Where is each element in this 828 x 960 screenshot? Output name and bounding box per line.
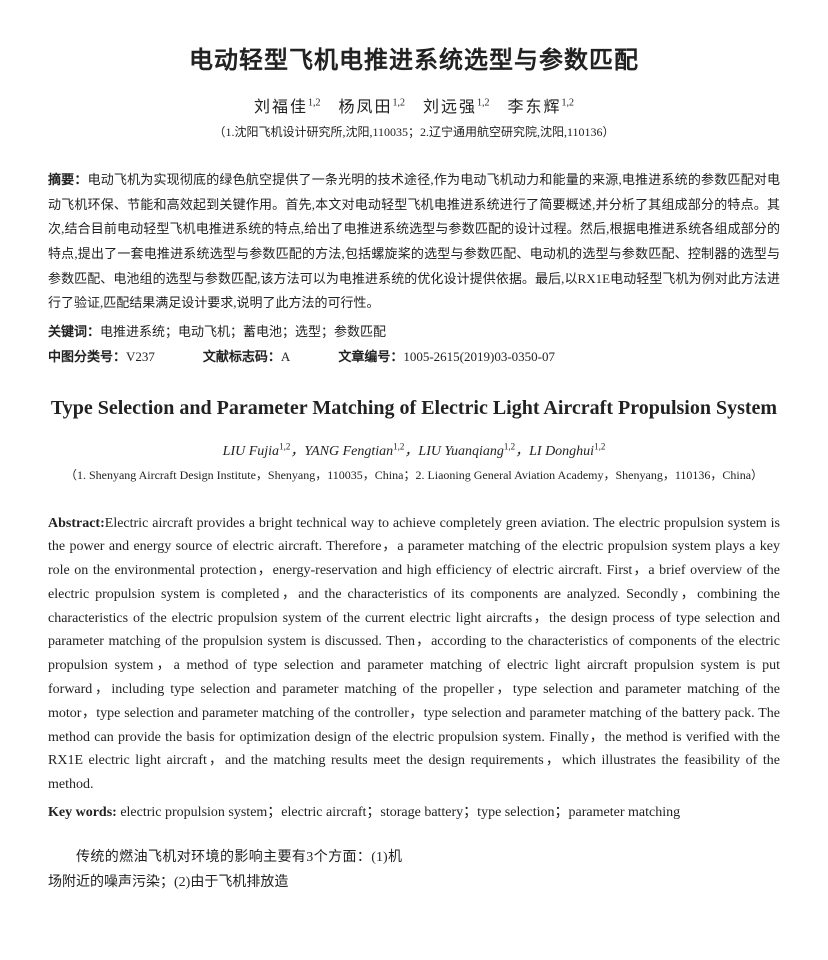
keywords-en-label: Key words: (48, 805, 117, 820)
author-cn: 杨凤田1,2 (338, 99, 405, 116)
author-en: LIU Yuanqiang1,2 (418, 444, 515, 459)
doc-code: 文献标志码：A (203, 345, 290, 370)
author-cn: 李东辉1,2 (508, 99, 575, 116)
author-cn: 刘远强1,2 (423, 99, 490, 116)
abstract-cn-text: 电动飞机为实现彻底的绿色航空提供了一条光明的技术途径,作为电动飞机动力和能量的来… (48, 172, 780, 310)
abstract-en-label: Abstract: (48, 516, 105, 531)
keywords-en: Key words: electric propulsion system；el… (48, 801, 780, 825)
author-en: LI Donghui1,2 (529, 444, 605, 459)
keywords-cn-label: 关键词： (48, 324, 100, 339)
author-en: YANG Fengtian1,2 (304, 444, 404, 459)
affiliation-en: （1. Shenyang Aircraft Design Institute，S… (48, 466, 780, 484)
body-paragraph: 传统的燃油飞机对环境的影响主要有3个方面：(1)机场附近的噪声污染；(2)由于飞… (48, 845, 402, 895)
abstract-cn: 摘要：电动飞机为实现彻底的绿色航空提供了一条光明的技术途径,作为电动飞机动力和能… (48, 168, 780, 316)
classification-row: 中图分类号：V237 文献标志码：A 文章编号：1005-2615(2019)0… (48, 345, 780, 370)
affiliation-cn: （1.沈阳飞机设计研究所,沈阳,110035；2.辽宁通用航空研究院,沈阳,11… (48, 123, 780, 140)
keywords-cn: 关键词：电推进系统；电动飞机；蓄电池；选型；参数匹配 (48, 320, 780, 345)
body-text: 传统的燃油飞机对环境的影响主要有3个方面：(1)机场附近的噪声污染；(2)由于飞… (48, 845, 780, 895)
authors-en: LIU Fujia1,2，YANG Fengtian1,2，LIU Yuanqi… (48, 440, 780, 460)
article-id: 文章编号：1005-2615(2019)03-0350-07 (338, 345, 555, 370)
class-number: 中图分类号：V237 (48, 345, 155, 370)
title-cn: 电动轻型飞机电推进系统选型与参数匹配 (48, 40, 780, 75)
keywords-cn-text: 电推进系统；电动飞机；蓄电池；选型；参数匹配 (100, 324, 386, 339)
authors-cn: 刘福佳1,2 杨凤田1,2 刘远强1,2 李东辉1,2 (48, 93, 780, 117)
abstract-en: Abstract:Electric aircraft provides a br… (48, 512, 780, 798)
keywords-en-text: electric propulsion system；electric airc… (117, 805, 680, 820)
abstract-cn-label: 摘要： (48, 172, 88, 187)
author-en: LIU Fujia1,2 (223, 444, 291, 459)
abstract-en-text: Electric aircraft provides a bright tech… (48, 516, 780, 793)
author-cn: 刘福佳1,2 (254, 99, 321, 116)
title-en: Type Selection and Parameter Matching of… (48, 394, 780, 422)
